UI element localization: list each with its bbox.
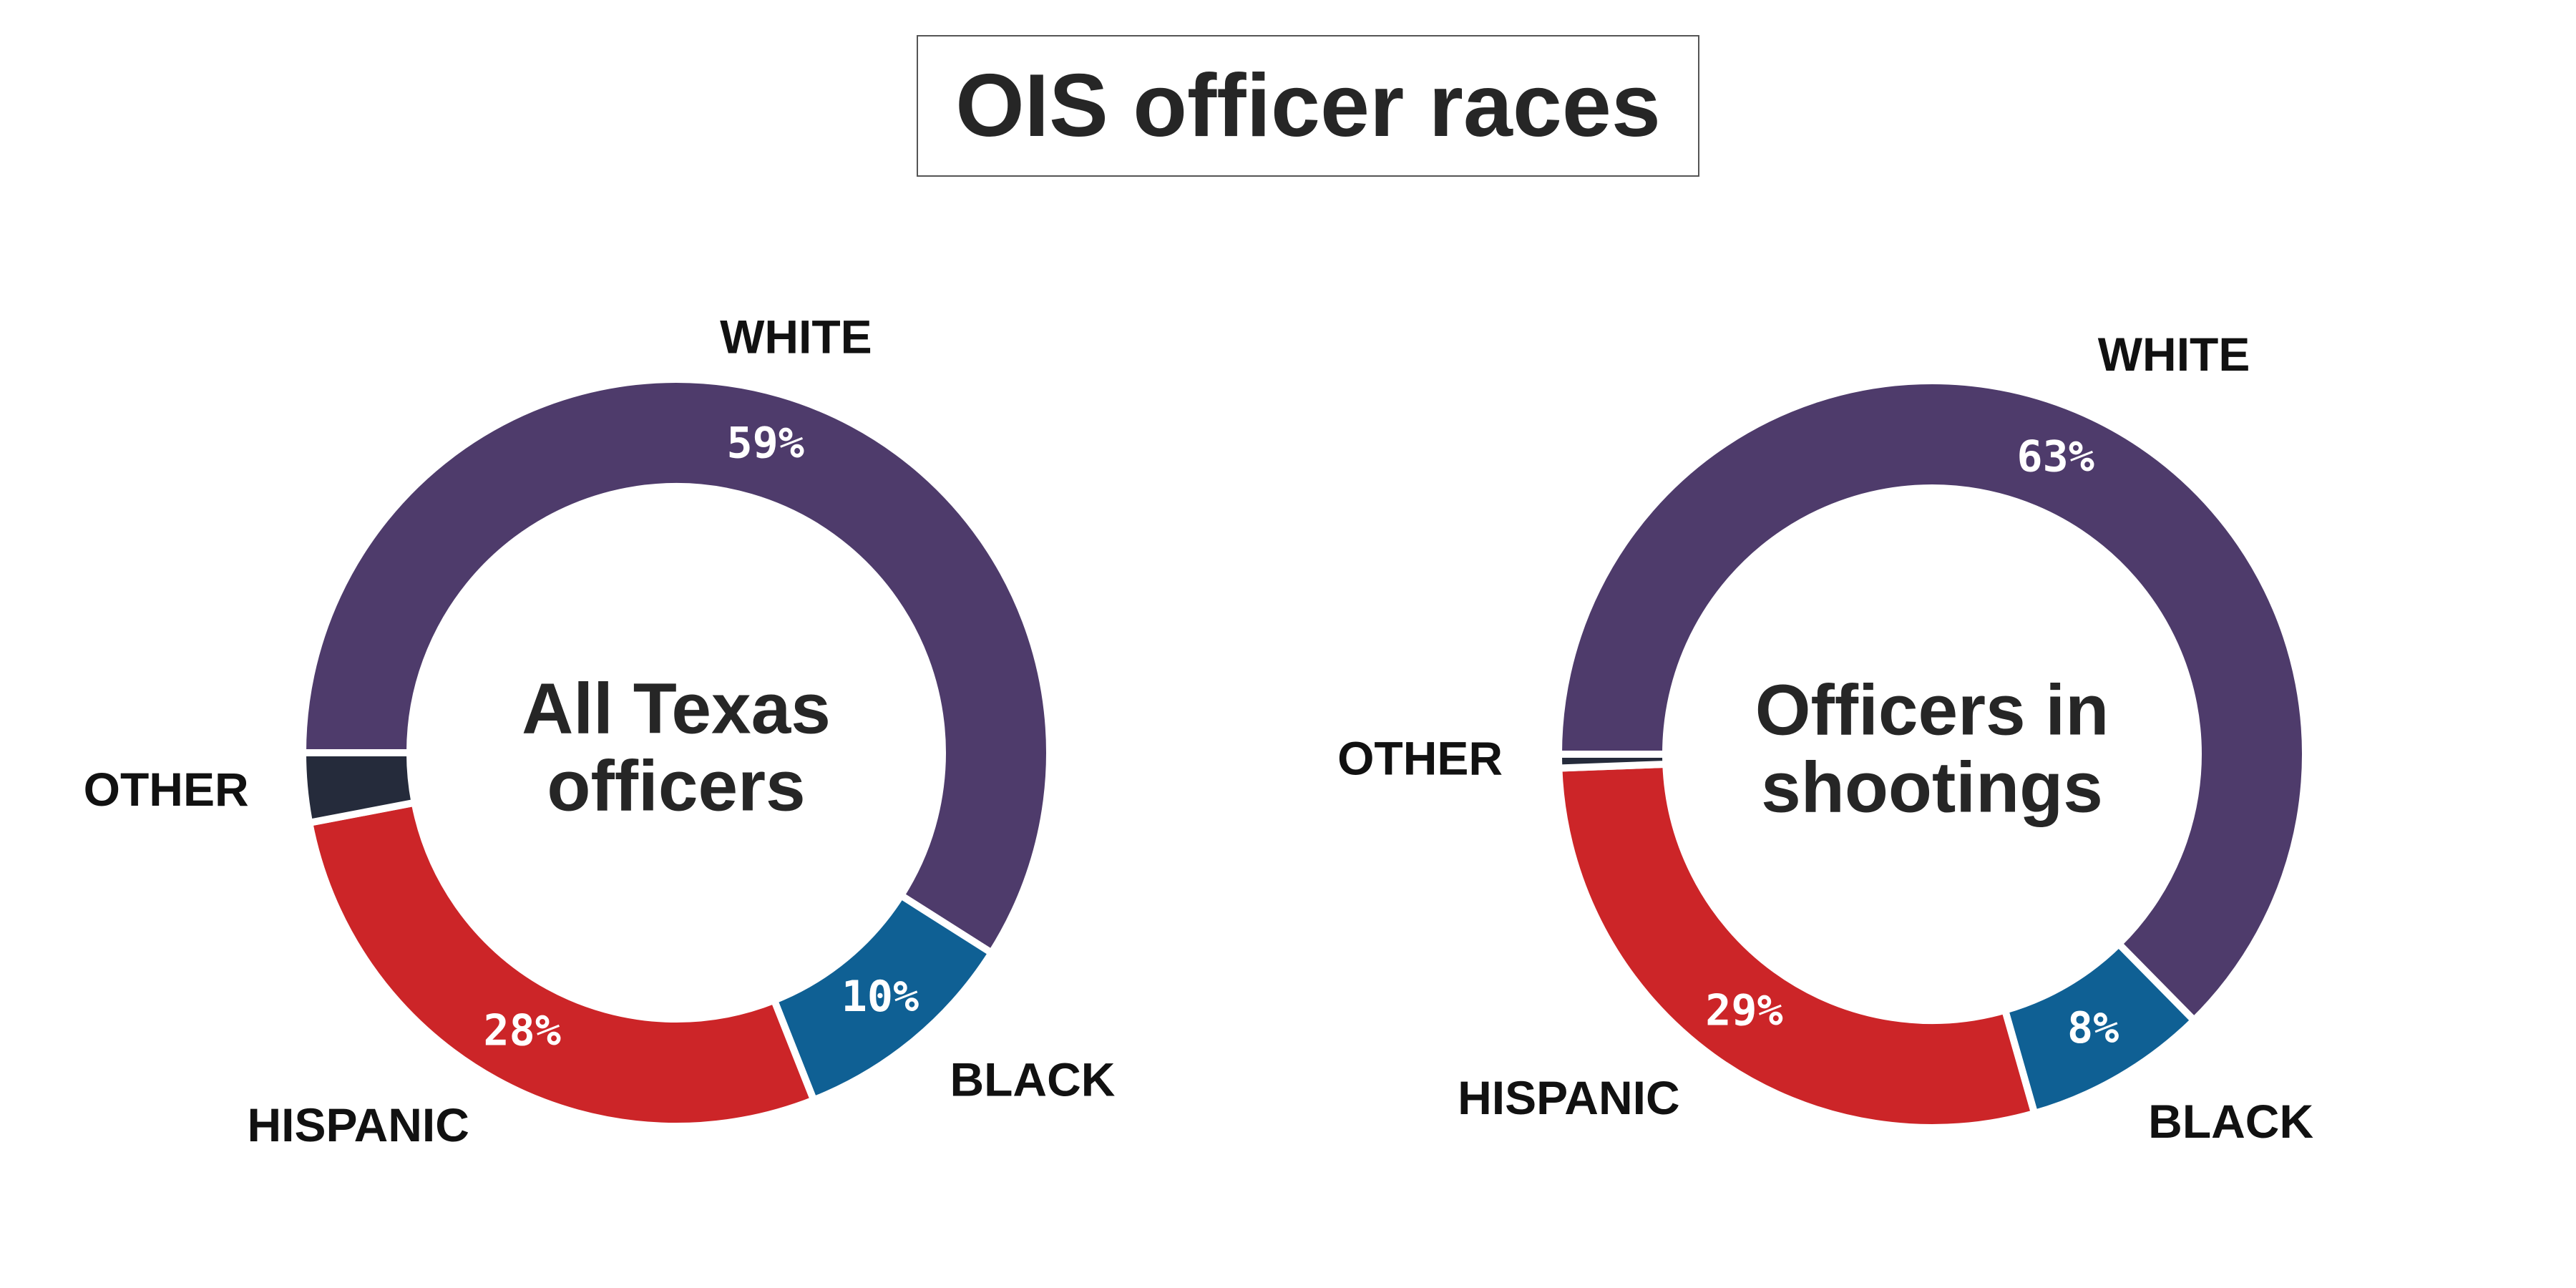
slice-hispanic	[305, 798, 819, 1130]
slice-white	[1554, 377, 2309, 1026]
category-label-hispanic: HISPANIC	[1458, 1071, 1679, 1124]
center-label-line-2: officers	[547, 746, 805, 826]
category-label-black: BLACK	[2148, 1095, 2313, 1148]
value-label-black: 8%	[2067, 1003, 2119, 1053]
value-label-black: 10%	[841, 972, 919, 1022]
center-label-line-1: All Texas	[522, 668, 831, 748]
category-label-black: BLACK	[950, 1053, 1115, 1106]
chart-title: OIS officer races	[955, 57, 1661, 155]
slice-hispanic	[1555, 760, 2039, 1131]
value-label-white: 59%	[727, 418, 804, 468]
center-label-line-2: shootings	[1761, 747, 2103, 827]
slice-other	[1554, 751, 1670, 772]
category-label-other: OTHER	[84, 763, 249, 816]
donut-chart-all-texas-officers: 59% WHITE 10% BLACK 28% HISPANIC OTHER All Texa…	[84, 310, 1116, 1151]
category-label-other: OTHER	[1337, 732, 1503, 785]
category-label-white: WHITE	[720, 310, 872, 363]
slice-other	[298, 749, 419, 827]
category-label-white: WHITE	[2098, 328, 2250, 381]
donut-chart-officers-in-shootings: 63%WHITE 8% BLACK 29% HISPANIC OTHER Officers …	[1337, 328, 2313, 1148]
value-label-white: 63%	[2016, 431, 2094, 482]
category-label-hispanic: HISPANIC	[247, 1098, 469, 1151]
value-label-hispanic: 29%	[1705, 985, 1782, 1035]
chart-title-box: OIS officer races	[917, 35, 1699, 177]
center-label-line-1: Officers in	[1755, 670, 2109, 750]
slice-white	[298, 376, 1053, 958]
value-label-hispanic: 28%	[483, 1005, 560, 1055]
